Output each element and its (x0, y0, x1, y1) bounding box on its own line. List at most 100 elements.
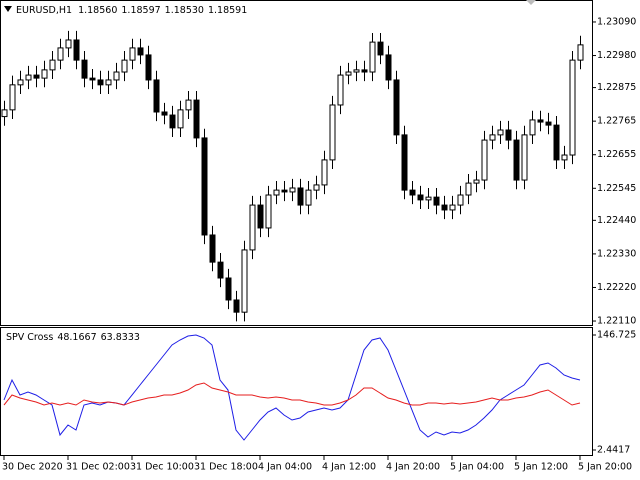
candle-body (161, 111, 168, 116)
candle-body (385, 54, 392, 81)
header-value: 1.18560 (78, 5, 117, 16)
y-tick-label: 1.22875 (597, 82, 636, 93)
x-tick-label: 5 Jan 12:00 (514, 462, 568, 473)
candle-body (241, 249, 248, 313)
candle-body (137, 47, 144, 56)
candle-body (425, 196, 432, 201)
candle-body (41, 69, 48, 79)
x-tick-label: 31 Dec 02:00 (66, 462, 130, 473)
candle-body (473, 179, 480, 184)
candle-body (265, 194, 272, 229)
y-tick-label: 1.22330 (597, 248, 636, 259)
candle-body (281, 189, 288, 193)
candle-body (553, 124, 560, 161)
candle-body (465, 182, 472, 196)
candle-body (9, 84, 16, 111)
candle-body (569, 59, 576, 156)
indicator-line (3, 382, 581, 406)
candle-body (393, 79, 400, 136)
y-tick-label: 1.23090 (597, 16, 636, 27)
candle-body (177, 109, 184, 129)
candle-body (345, 71, 352, 76)
candle-body (561, 154, 568, 161)
y-tick-label: 2.4417 (597, 445, 630, 456)
y-tick-label: 1.22655 (597, 149, 636, 160)
candle-body (401, 134, 408, 191)
candle-body (369, 41, 376, 73)
candle-body (441, 204, 448, 211)
candle-body (353, 69, 360, 73)
header-value: 1.18530 (165, 5, 204, 16)
candle-body (193, 99, 200, 139)
x-tick-label: 5 Jan 20:00 (578, 462, 632, 473)
candle-body (545, 121, 552, 126)
y-tick-label: 1.22220 (597, 282, 636, 293)
candle-body (289, 187, 296, 193)
x-tick-label: 30 Dec 2020 (2, 462, 63, 473)
candle-body (145, 54, 152, 81)
candle-body (17, 79, 24, 86)
candle-body (73, 39, 80, 61)
candle-body (497, 129, 504, 136)
header-value: 1.18591 (208, 5, 247, 16)
candle-body (377, 41, 384, 56)
candle-body (121, 59, 128, 73)
x-tick-label: 4 Jan 12:00 (322, 462, 376, 473)
candle-body (537, 119, 544, 123)
candle-body (185, 99, 192, 111)
candle-body (57, 47, 64, 61)
indicator-value: 63.8333 (101, 332, 140, 343)
candle-body (313, 184, 320, 191)
candle-body (305, 189, 312, 206)
chart-header: EURUSD,H1 1.18560 1.18597 1.18530 1.18591 (16, 5, 247, 16)
x-tick-label: 5 Jan 04:00 (450, 462, 504, 473)
candle-body (489, 134, 496, 141)
candle-body (321, 159, 328, 186)
candle-body (105, 79, 112, 86)
candle-body (33, 74, 40, 79)
indicator-value: 48.1667 (57, 332, 96, 343)
candle-body (81, 59, 88, 79)
candle-body (449, 204, 456, 211)
menu-triangle[interactable] (4, 6, 12, 12)
candle-body (273, 189, 280, 196)
candle-body (481, 139, 488, 181)
y-tick-label: 1.22980 (597, 50, 636, 61)
candle-body (153, 79, 160, 113)
candle-body (1, 109, 8, 118)
candle-body (129, 47, 136, 61)
candle-body (505, 129, 512, 141)
candle-body (217, 261, 224, 279)
y-tick-label: 1.22545 (597, 183, 636, 194)
candle-body (257, 204, 264, 229)
candle-body (201, 137, 208, 236)
x-tick-label: 31 Dec 18:00 (194, 462, 258, 473)
candle-body (513, 139, 520, 181)
candle-body (297, 187, 304, 206)
y-tick-label: 1.22110 (597, 316, 636, 327)
candle-body (409, 189, 416, 196)
y-tick-label: 146.725 (597, 330, 636, 341)
candle-body (209, 234, 216, 263)
shift-marker (526, 0, 536, 5)
x-tick-label: 31 Dec 10:00 (130, 462, 194, 473)
candle-body (49, 59, 56, 71)
candle-body (361, 69, 368, 73)
candle-body (169, 114, 176, 129)
candle-body (417, 194, 424, 201)
candle-body (233, 299, 240, 313)
indicator-header: SPV Cross 48.1667 63.8333 (6, 332, 140, 343)
symbol: EURUSD,H1 (16, 5, 72, 16)
candle-body (521, 134, 528, 181)
candle-body (529, 119, 536, 136)
x-tick-label: 4 Jan 04:00 (258, 462, 312, 473)
indicator-pane (0, 327, 593, 456)
y-tick-label: 1.22765 (597, 116, 636, 127)
indicator-line (3, 334, 581, 441)
candle-body (65, 39, 72, 49)
y-tick-label: 1.22440 (597, 215, 636, 226)
candle-body (225, 277, 232, 301)
candle-body (89, 77, 96, 81)
candle-body (113, 71, 120, 81)
